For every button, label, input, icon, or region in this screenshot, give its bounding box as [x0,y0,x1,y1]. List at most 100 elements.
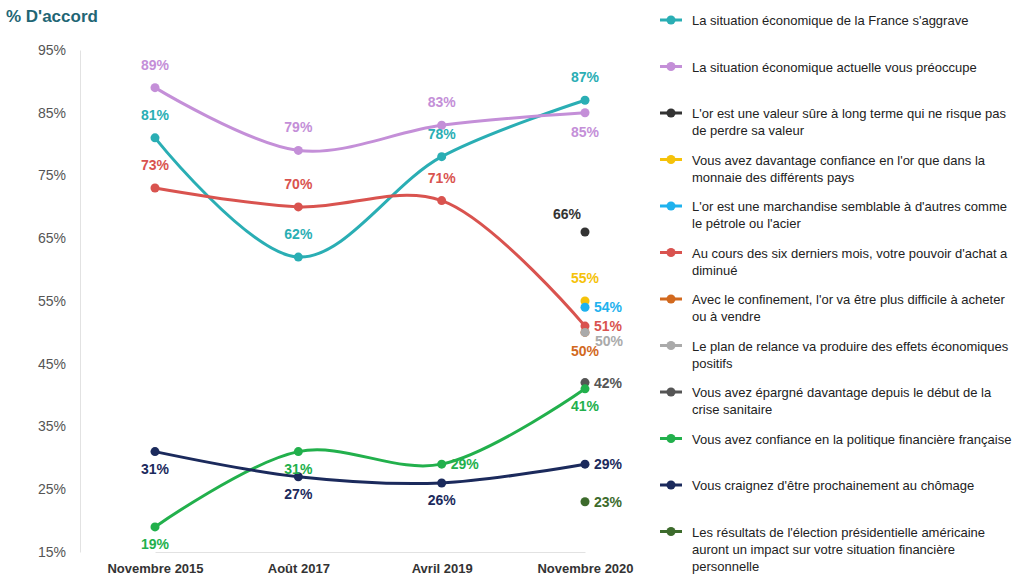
y-tick-label: 45% [38,356,66,372]
x-tick-label: Août 2017 [268,561,330,576]
data-point [151,83,160,92]
legend-swatch [667,109,676,118]
y-tick: 15% [38,544,80,560]
legend-swatch [667,295,676,304]
data-label: 50% [595,333,624,349]
legend-swatch [667,248,676,257]
legend-label: Au cours des six derniers mois, votre po… [692,246,1011,278]
x-axis-line [156,552,586,553]
legend-item: Le plan de relance va produire des effet… [660,339,1012,371]
legend-item: La situation économique actuelle vous pr… [660,60,977,75]
data-point [437,478,446,487]
data-point [581,328,590,337]
legend-item: Les résultats de l'élection présidentiel… [660,525,989,574]
legend-swatch [667,202,676,211]
legend-label: Avec le confinement, l'or va être plus d… [692,292,1008,324]
data-point [581,303,590,312]
y-tick-label: 85% [38,105,66,121]
legend-label: Vous craignez d'être prochainement au ch… [692,478,974,493]
legend-label: La situation économique actuelle vous pr… [692,60,977,75]
legend: La situation économique de la France s'a… [660,13,1012,574]
legend-label: L'or est une marchandise semblable à d'a… [692,199,1011,231]
legend-label: Vous avez épargné davantage depuis le dé… [692,385,995,417]
data-label: 23% [594,494,623,510]
data-label: 83% [428,94,457,110]
x-tick: Avril 2019 [412,552,473,576]
x-tick-label: Novembre 2015 [107,561,203,576]
y-tick-label: 35% [38,418,66,434]
data-point [581,497,590,506]
data-label: 41% [571,398,600,414]
legend-item: L'or est une valeur sûre à long terme qu… [660,106,1010,138]
data-label: 73% [141,157,170,173]
legend-swatch [667,388,676,397]
series-line [155,88,585,152]
y-tick-label: 95% [38,42,66,58]
data-point [581,384,590,393]
data-labels: 81%62%78%87%89%79%83%85%66%55%54%73%70%7… [141,57,624,552]
y-tick: 85% [38,105,80,121]
legend-item: Vous craignez d'être prochainement au ch… [660,478,974,493]
data-point [437,460,446,469]
legend-swatch [667,434,676,443]
y-tick-label: 55% [38,293,66,309]
y-tick: 55% [38,293,80,309]
legend-swatch [667,481,676,490]
data-label: 87% [571,69,600,85]
y-tick-label: 65% [38,230,66,246]
y-tick: 25% [38,481,80,497]
legend-item: L'or est une marchandise semblable à d'a… [660,199,1011,231]
y-tick-label: 15% [38,544,66,560]
y-axis-line [80,51,81,553]
data-point [151,133,160,142]
series-line [155,389,585,527]
legend-item: Au cours des six derniers mois, votre po… [660,246,1011,278]
y-tick: 45% [38,356,80,372]
legend-item: Avec le confinement, l'or va être plus d… [660,292,1008,324]
legend-swatch [667,16,676,25]
legend-item: Vous avez davantage confiance en l'or qu… [660,153,989,185]
legend-label: Vous avez confiance en la politique fina… [692,432,1011,447]
data-label: 51% [594,318,623,334]
data-point [581,328,590,337]
y-axis-title: % D'accord [6,7,98,26]
x-tick: Août 2017 [268,552,330,576]
x-tick-label: Novembre 2020 [537,561,633,576]
plot-area [151,83,590,531]
x-axis: Novembre 2015 Août 2017 Avril 2019 Novembre… [107,552,633,576]
chart: % D'accord 15% 25% 35% 45% 55% 65% 75% 85% 95% Nov… [0,0,1024,582]
data-label: 85% [571,124,600,140]
legend-item: Vous avez épargné davantage depuis le dé… [660,385,995,417]
data-label: 70% [284,176,313,192]
legend-item: La situation économique de la France s'a… [660,13,968,28]
data-label: 42% [594,375,623,391]
legend-label: Vous avez davantage confiance en l'or qu… [692,153,989,185]
data-point [294,447,303,456]
data-label: 19% [141,536,170,552]
data-label: 31% [284,461,313,477]
data-label: 55% [571,270,600,286]
data-point [151,184,160,193]
data-label: 89% [141,57,170,73]
x-tick: Novembre 2020 [537,552,633,576]
legend-swatch [667,155,676,164]
x-tick: Novembre 2015 [107,552,203,576]
data-point [437,196,446,205]
legend-swatch [667,62,676,71]
data-point [437,152,446,161]
data-label: 71% [428,170,457,186]
legend-label: L'or est une valeur sûre à long terme qu… [692,106,1010,138]
data-point [294,253,303,262]
data-point [581,96,590,105]
legend-label: Les résultats de l'élection présidentiel… [692,525,989,574]
data-label: 66% [553,206,582,222]
legend-swatch [667,341,676,350]
data-label: 26% [428,492,457,508]
data-label: 78% [428,126,457,142]
y-tick-label: 75% [38,167,66,183]
data-label: 29% [594,456,623,472]
series-line [155,452,585,484]
data-point [581,460,590,469]
data-label: 79% [284,119,313,135]
y-tick-label: 25% [38,481,66,497]
